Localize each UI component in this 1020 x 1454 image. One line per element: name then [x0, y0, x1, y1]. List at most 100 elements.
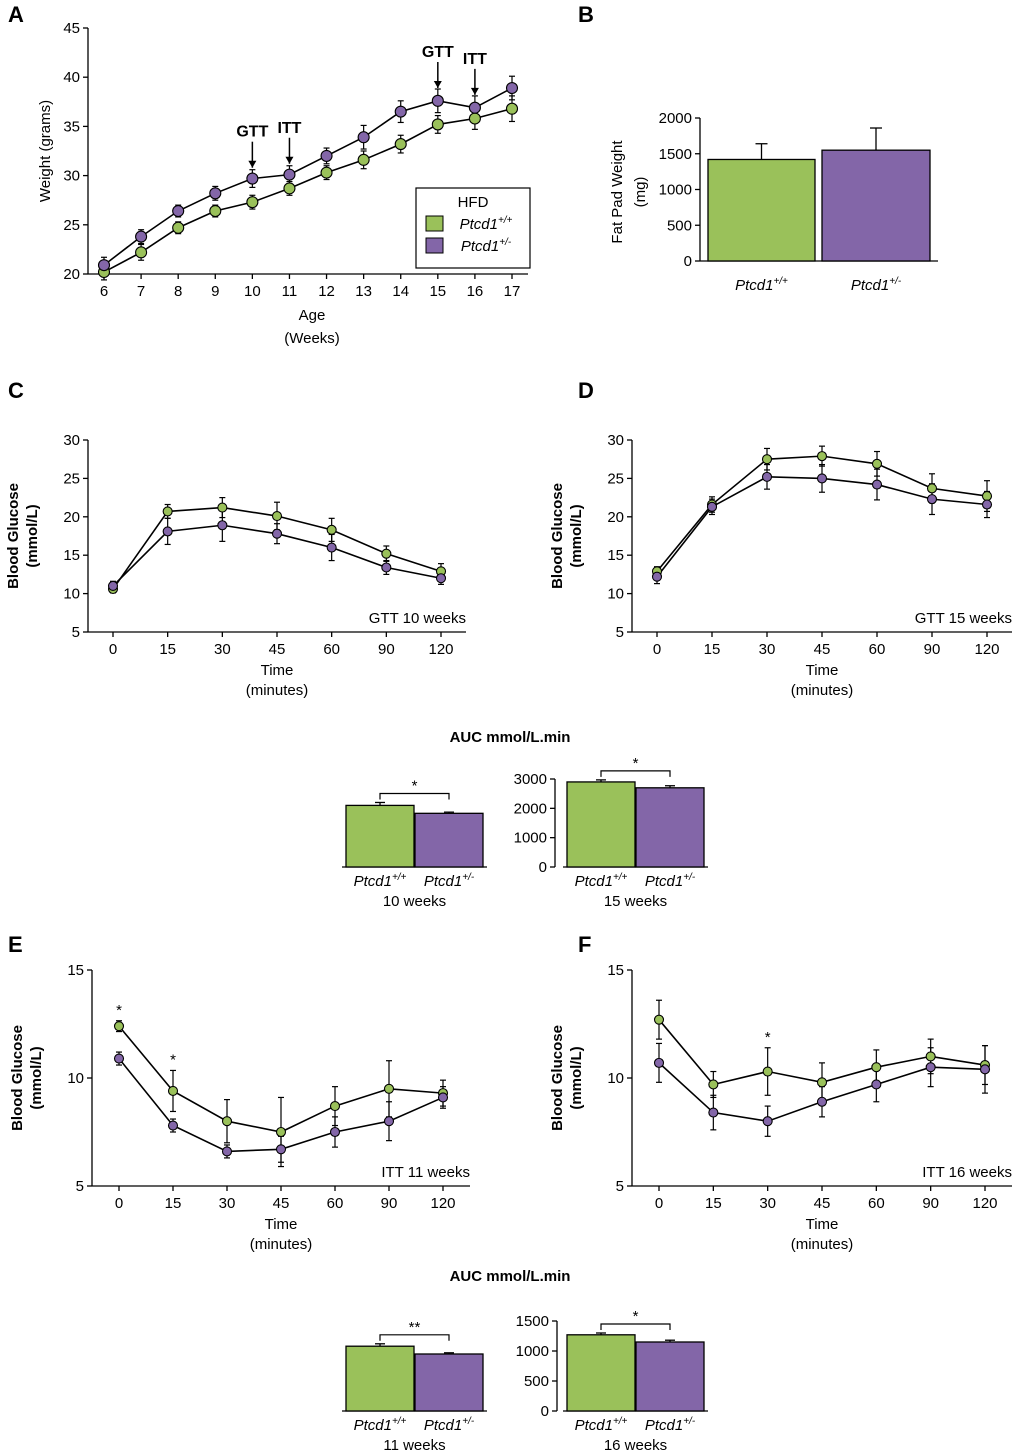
auc-itt-bar-label-0-1: Ptcd1+/-	[424, 1416, 475, 1434]
panel-a-xtick-label-2: 8	[174, 283, 182, 300]
panel-f-xtick-label-5: 90	[922, 1195, 939, 1212]
panel-c-ytick-label-2: 15	[63, 547, 80, 564]
panel-e-xtick-label-0: 0	[115, 1195, 123, 1212]
panel-a-xtick-label-4: 10	[244, 283, 261, 300]
panel-letter-e: E	[8, 932, 23, 957]
panel-a-xtick-label-11: 17	[504, 283, 521, 300]
panel-e-ylabel: Blood Glucose	[9, 1025, 26, 1131]
panel-a-point-0-5	[283, 182, 296, 195]
panel-e-point-0-3	[275, 1126, 287, 1138]
panel-c-point-0-1	[162, 506, 173, 517]
panel-c-ytick-label-4: 25	[63, 470, 80, 487]
auc-gtt-sig-bracket-1	[600, 770, 671, 777]
panel-c-xlabel: Time	[261, 662, 294, 679]
panel-f-ylabel2: (mmol/L)	[568, 1046, 585, 1109]
panel-e-star-0: *	[116, 1002, 122, 1019]
panel-f-point-1-6	[979, 1064, 991, 1075]
panel-d-xtick-label-6: 120	[974, 641, 999, 658]
auc-gtt-bar-label-1-1: Ptcd1+/-	[645, 872, 696, 890]
panel-c-note: GTT 10 weeks	[369, 610, 466, 627]
auc-gtt-ytick-label-3: 3000	[514, 771, 547, 788]
panel-e-note: ITT 11 weeks	[381, 1164, 470, 1181]
panel-d-ytick-label-1: 10	[607, 586, 624, 603]
auc-itt-bar-label-1-0: Ptcd1+/+	[575, 1416, 628, 1434]
panel-c-point-0-2	[217, 502, 228, 513]
panel-d-ylabel2: (mmol/L)	[568, 504, 585, 567]
panel-a-point-1-8	[394, 105, 407, 118]
panel-d-point-0-6	[981, 491, 993, 502]
panel-e-point-1-1	[167, 1120, 179, 1131]
panel-d-ylabel: Blood Glucose	[549, 483, 566, 589]
panel-a-ytick-label-1: 25	[63, 217, 80, 234]
panel-d-point-0-5	[926, 483, 938, 494]
panel-a-legend-swatch-0	[425, 215, 444, 232]
panel-e-point-1-3	[275, 1144, 287, 1155]
panel-e-ytick-label-1: 10	[67, 1070, 84, 1087]
panel-a-arrow-head-3	[470, 87, 479, 95]
panel-c-point-1-3	[271, 528, 283, 539]
panel-f-star-0: *	[765, 1029, 771, 1046]
panel-b-ylabel: Fat Pad Weight	[609, 140, 626, 244]
panel-e-point-1-5	[383, 1116, 395, 1127]
panel-e-xtick-label-6: 120	[430, 1195, 455, 1212]
auc-itt-group-label-0: 11 weeks	[383, 1437, 445, 1454]
panel-f-xtick-label-3: 45	[814, 1195, 831, 1212]
panel-f-point-1-3	[816, 1096, 828, 1107]
panel-d-xtick-label-1: 15	[704, 641, 721, 658]
auc-gtt-group-label-1: 15 weeks	[604, 893, 667, 910]
panel-f-point-0-4	[871, 1062, 882, 1073]
panel-c-xtick-label-2: 30	[214, 641, 231, 658]
panel-e-xtick-label-4: 60	[327, 1195, 344, 1212]
panel-a-annotation-3: ITT	[463, 51, 487, 68]
panel-a-xtick-label-0: 6	[100, 283, 108, 300]
auc-itt-bar-0-0	[345, 1345, 415, 1412]
panel-f-xlabel2: (minutes)	[791, 1236, 854, 1253]
auc-gtt-bar-0-1	[414, 812, 484, 868]
panel-d-xtick-label-3: 45	[814, 641, 831, 658]
auc-itt-sig-label-0: **	[409, 1319, 421, 1336]
auc-gtt-sig-bracket-0	[379, 792, 450, 800]
auc-itt-title: AUC mmol/L.min	[450, 1268, 571, 1285]
panel-c-ylabel2: (mmol/L)	[24, 504, 41, 567]
panel-a-ytick-label-5: 45	[63, 20, 80, 37]
panel-e-xtick-label-5: 90	[381, 1195, 398, 1212]
panel-a-ylabel: Weight (grams)	[37, 100, 54, 202]
panel-d-point-0-2	[761, 454, 773, 465]
panel-b-ytick-label-4: 2000	[659, 110, 692, 127]
panel-a-xtick-label-8: 14	[392, 283, 409, 300]
panel-letter-f: F	[578, 932, 591, 957]
panel-f-point-1-5	[925, 1062, 936, 1073]
panel-c-point-1-5	[381, 562, 392, 573]
panel-f-point-0-2	[762, 1066, 773, 1077]
chart-layer: 20 25 30 35 40 45 6 7 8 9 10 11 12 13 14 15 16 17 Age (Week…	[5, 20, 1012, 1454]
panel-d-point-1-5	[926, 494, 938, 505]
panel-c-ytick-label-3: 20	[63, 509, 80, 526]
panel-f-xtick-label-0: 0	[655, 1195, 663, 1212]
panel-b-bar-0	[707, 158, 816, 262]
panel-c-point-1-4	[326, 542, 337, 553]
auc-gtt-ytick-label-1: 1000	[514, 830, 547, 847]
panel-a-point-1-11	[505, 81, 519, 95]
panel-f-xtick-label-2: 30	[759, 1195, 776, 1212]
panel-f-ytick-label-2: 15	[607, 962, 624, 979]
auc-itt-bar-0-1	[414, 1353, 484, 1412]
panel-d-point-0-3	[816, 451, 828, 462]
panel-b-bar-label-1: Ptcd1+/-	[851, 276, 902, 294]
panel-a-legend-label-0: Ptcd1+/+	[460, 215, 513, 233]
panel-a-arrow-head-0	[248, 160, 257, 168]
panel-d-xtick-label-4: 60	[869, 641, 886, 658]
panel-a-annotation-2: GTT	[422, 44, 454, 61]
panel-c-point-0-3	[271, 510, 283, 522]
panel-a-point-1-10	[468, 101, 481, 114]
panel-f-xtick-label-6: 120	[972, 1195, 997, 1212]
panel-d-xlabel: Time	[806, 662, 839, 679]
panel-f-point-1-0	[653, 1057, 665, 1068]
panel-d-ytick-label-4: 25	[607, 470, 624, 487]
auc-itt-bar-label-1-1: Ptcd1+/-	[645, 1416, 696, 1434]
panel-a-point-1-2	[172, 204, 185, 218]
panel-c-point-0-5	[381, 548, 392, 559]
panel-letter-c: C	[8, 378, 24, 403]
panel-e-xtick-label-2: 30	[219, 1195, 236, 1212]
panel-a-point-1-4	[246, 172, 259, 185]
panel-e-xtick-label-3: 45	[273, 1195, 290, 1212]
